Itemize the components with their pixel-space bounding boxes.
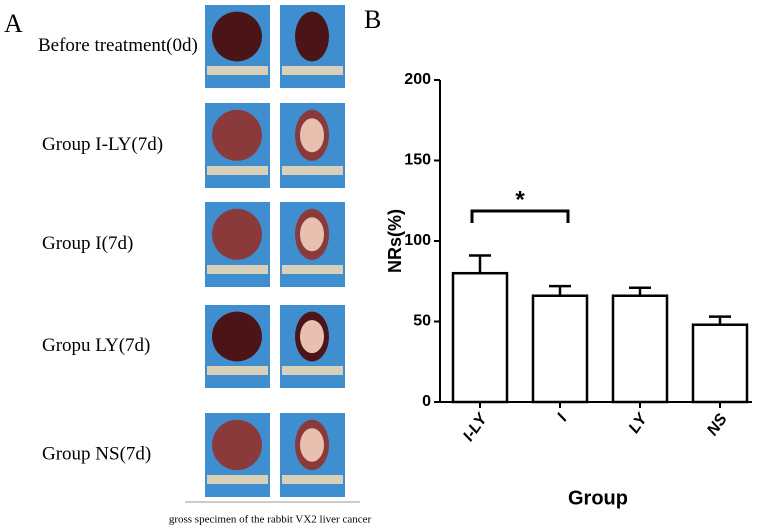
y-tick-label: 50	[413, 313, 431, 330]
bar	[451, 271, 509, 404]
ruler	[207, 475, 268, 484]
y-axis-label: NRs(%)	[385, 209, 405, 273]
specimen-cut	[300, 428, 324, 462]
ruler	[207, 166, 268, 175]
ruler	[207, 366, 268, 375]
photos: Before treatment(0d) Group I-LY(7d) Group …	[38, 5, 345, 497]
x-tick-label: NS	[704, 411, 731, 439]
specimen-cut	[300, 118, 324, 153]
row-label: Gropu LY(7d)	[42, 335, 150, 356]
chart: 0 50 100 150 200 NRs(%) Group I-LY I LY NS *	[385, 71, 752, 509]
y-tick-label: 0	[422, 393, 431, 410]
specimen	[212, 11, 262, 62]
specimen-cut	[300, 217, 324, 252]
x-axis-label: Group	[568, 487, 628, 509]
bar	[611, 294, 669, 404]
specimen	[212, 109, 262, 161]
x-tick-label: LY	[626, 410, 652, 437]
row-label: Group I(7d)	[42, 233, 133, 254]
ruler	[282, 265, 343, 274]
specimen	[295, 11, 329, 62]
bar	[531, 294, 589, 404]
row-label: Group I-LY(7d)	[42, 134, 163, 155]
x-tick-label: I-LY	[460, 410, 491, 445]
bar	[691, 323, 749, 404]
panel-label: A	[4, 9, 23, 38]
y-tick-label: 150	[404, 152, 431, 169]
row-label: Group NS(7d)	[42, 443, 151, 464]
specimen	[212, 311, 262, 362]
ruler	[282, 366, 343, 375]
ruler	[282, 166, 343, 175]
row-label: Before treatment(0d)	[38, 35, 198, 56]
ruler	[207, 265, 268, 274]
x-tick-label: I	[554, 411, 571, 425]
y-tick-label: 200	[404, 71, 431, 88]
significance-bracket	[470, 209, 570, 223]
panel-a: A Before treatment(0d) Group I-LY(7d) Grou…	[4, 5, 371, 526]
significance-mark: *	[515, 186, 525, 213]
ruler	[282, 66, 343, 75]
ruler	[207, 66, 268, 75]
panel-label: B	[364, 5, 381, 34]
specimen-cut	[300, 319, 324, 354]
caption: gross specimen of the rabbit VX2 liver c…	[169, 514, 372, 526]
y-tick-label: 100	[404, 232, 431, 249]
specimen	[212, 419, 262, 471]
specimen	[212, 208, 262, 260]
ruler	[282, 475, 343, 484]
